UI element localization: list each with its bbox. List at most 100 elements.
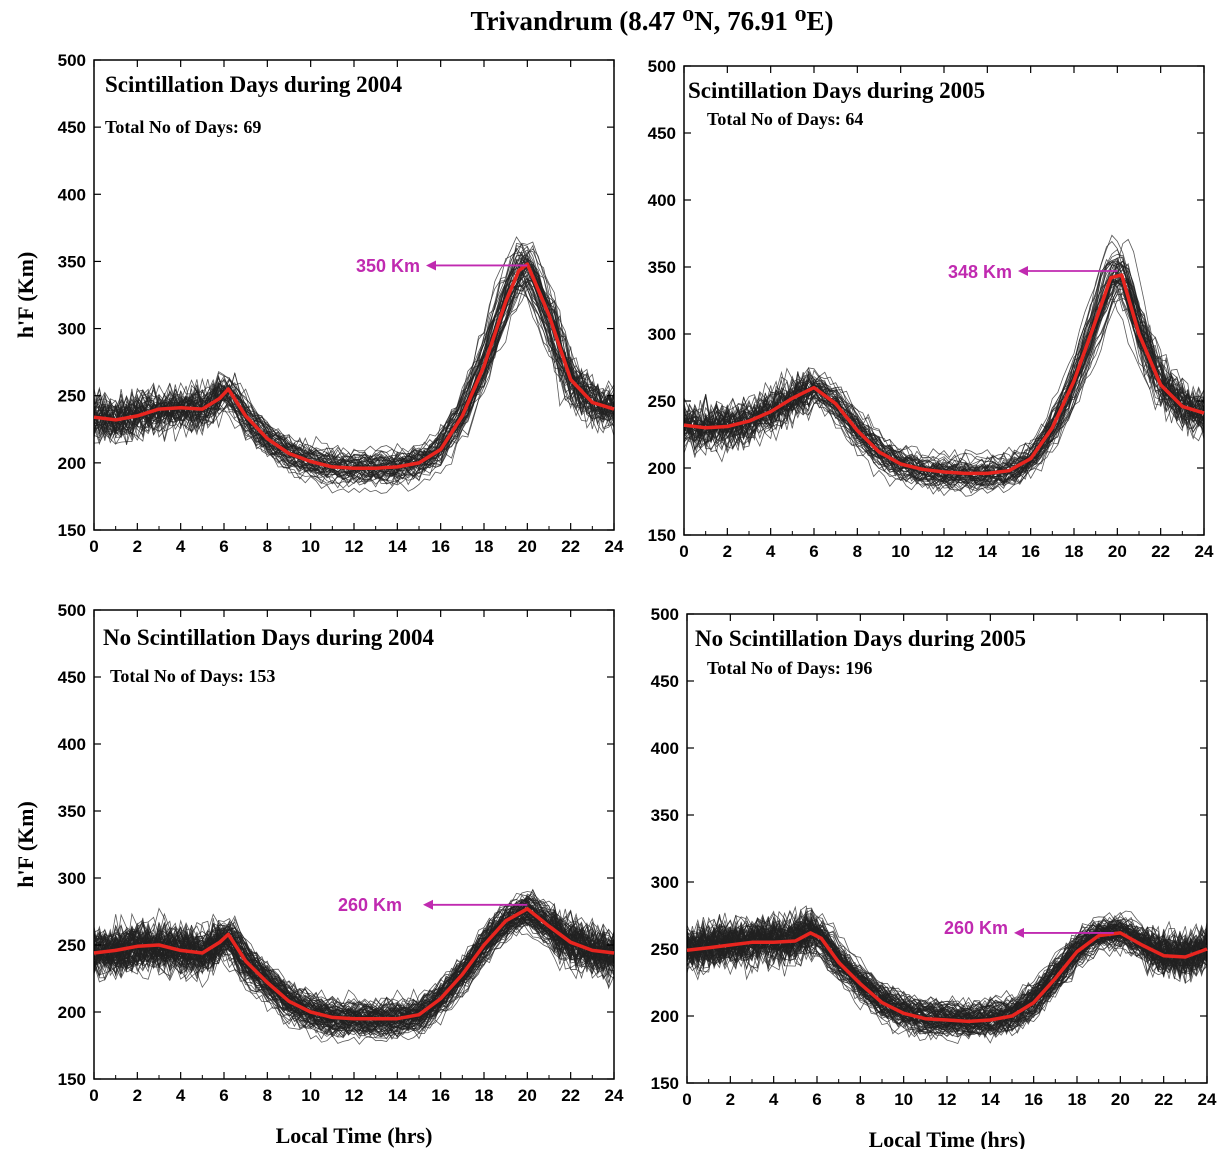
x-tick-label: 12 [345, 537, 364, 556]
y-tick-label: 450 [58, 118, 86, 137]
x-tick-label: 8 [263, 1086, 272, 1105]
y-tick-label: 350 [651, 806, 679, 825]
chart-panel-4: 0 2 4 6 8 10 12 14 16 18 20 22 241502002503003504004… [651, 605, 1217, 1149]
y-tick-label: 300 [651, 873, 679, 892]
x-tick-label: 16 [1024, 1090, 1043, 1109]
x-tick-label: 24 [605, 1086, 624, 1105]
x-tick-label: 10 [301, 537, 320, 556]
x-tick-label: 22 [561, 1086, 580, 1105]
mean-line [686, 931, 1208, 1024]
x-axis-label: Local Time (hrs) [869, 1127, 1026, 1149]
y-tick-label: 200 [648, 459, 676, 478]
y-tick-label: 500 [58, 51, 86, 70]
y-tick-label: 400 [58, 185, 86, 204]
x-tick-label: 14 [388, 1086, 407, 1105]
y-tick-label: 300 [58, 320, 86, 339]
x-tick-label: 4 [176, 1086, 186, 1105]
y-tick-label: 200 [651, 1007, 679, 1026]
y-tick-label: 150 [651, 1074, 679, 1093]
x-tick-label: 0 [89, 1086, 98, 1105]
y-tick-label: 150 [648, 526, 676, 545]
annotation-label: 260 Km [338, 895, 402, 915]
x-tick-label: 20 [1111, 1090, 1130, 1109]
day-curves [684, 234, 1204, 497]
y-tick-label: 150 [58, 1070, 86, 1089]
panel-subtitle: Total No of Days: 69 [105, 117, 261, 137]
x-tick-label: 6 [812, 1090, 821, 1109]
y-tick-label: 350 [58, 802, 86, 821]
y-tick-label: 400 [648, 191, 676, 210]
plot-frame [686, 613, 1208, 1084]
x-tick-label: 22 [561, 537, 580, 556]
figure-title: Trivandrum (8.47 ⁰N, 76.91 ⁰E) [471, 6, 834, 36]
x-tick-label: 0 [682, 1090, 691, 1109]
x-tick-label: 20 [1108, 542, 1127, 561]
mean-line [93, 262, 615, 470]
x-tick-label: 6 [809, 542, 818, 561]
y-tick-label: 450 [651, 672, 679, 691]
x-tick-label: 20 [518, 1086, 537, 1105]
y-tick-label: 250 [58, 936, 86, 955]
x-tick-label: 18 [1068, 1090, 1087, 1109]
x-tick-label: 18 [475, 1086, 494, 1105]
y-tick-label: 150 [58, 521, 86, 540]
x-tick-label: 10 [894, 1090, 913, 1109]
x-tick-label: 22 [1154, 1090, 1173, 1109]
y-tick-label: 400 [58, 735, 86, 754]
panel-subtitle: Total No of Days: 64 [707, 109, 863, 129]
x-tick-label: 4 [176, 537, 186, 556]
x-tick-label: 8 [263, 537, 272, 556]
x-tick-label: 24 [605, 537, 624, 556]
mean-line [683, 273, 1205, 476]
x-tick-label: 10 [891, 542, 910, 561]
y-tick-label: 350 [58, 252, 86, 271]
y-tick-label: 200 [58, 454, 86, 473]
y-axis-label: h'F (Km) [13, 252, 38, 339]
x-tick-label: 6 [219, 537, 228, 556]
x-tick-label: 16 [431, 1086, 450, 1105]
chart-panel-1: 0 2 4 6 8 10 12 14 16 18 20 22 241502002503003504004… [13, 51, 624, 556]
x-tick-label: 4 [769, 1090, 779, 1109]
panel-title: No Scintillation Days during 2005 [695, 626, 1026, 651]
panel-subtitle: Total No of Days: 196 [707, 658, 872, 678]
y-tick-label: 350 [648, 258, 676, 277]
x-tick-label: 2 [133, 1086, 142, 1105]
x-tick-label: 18 [475, 537, 494, 556]
x-tick-label: 6 [219, 1086, 228, 1105]
x-tick-label: 14 [981, 1090, 1000, 1109]
x-tick-label: 2 [723, 542, 732, 561]
x-tick-label: 16 [431, 537, 450, 556]
y-axis-label: h'F (Km) [13, 801, 38, 888]
mean-line [93, 907, 615, 1021]
y-tick-label: 250 [651, 940, 679, 959]
x-tick-label: 20 [518, 537, 537, 556]
x-tick-label: 14 [978, 542, 997, 561]
y-tick-label: 500 [651, 605, 679, 624]
x-tick-label: 18 [1065, 542, 1084, 561]
x-tick-label: 12 [938, 1090, 957, 1109]
x-tick-label: 0 [679, 542, 688, 561]
y-tick-label: 450 [648, 124, 676, 143]
day-curves [94, 236, 614, 494]
x-axis-label: Local Time (hrs) [276, 1123, 433, 1148]
annotation-label: 350 Km [356, 256, 420, 276]
x-tick-label: 8 [853, 542, 862, 561]
y-tick-label: 300 [58, 869, 86, 888]
annotation-label: 348 Km [948, 262, 1012, 282]
panel-title: Scintillation Days during 2004 [105, 72, 403, 97]
chart-panel-3: 0 2 4 6 8 10 12 14 16 18 20 22 241502002503003504004… [13, 601, 624, 1148]
x-tick-label: 24 [1195, 542, 1214, 561]
x-tick-label: 12 [935, 542, 954, 561]
x-tick-label: 22 [1151, 542, 1170, 561]
x-tick-label: 16 [1021, 542, 1040, 561]
chart-panel-2: 0 2 4 6 8 10 12 14 16 18 20 22 241502002503003504004… [648, 57, 1214, 561]
y-tick-label: 450 [58, 668, 86, 687]
y-tick-label: 400 [651, 739, 679, 758]
x-tick-label: 4 [766, 542, 776, 561]
x-tick-label: 0 [89, 537, 98, 556]
y-tick-label: 500 [58, 601, 86, 620]
x-tick-label: 24 [1198, 1090, 1217, 1109]
x-tick-label: 14 [388, 537, 407, 556]
panel-subtitle: Total No of Days: 153 [110, 666, 275, 686]
